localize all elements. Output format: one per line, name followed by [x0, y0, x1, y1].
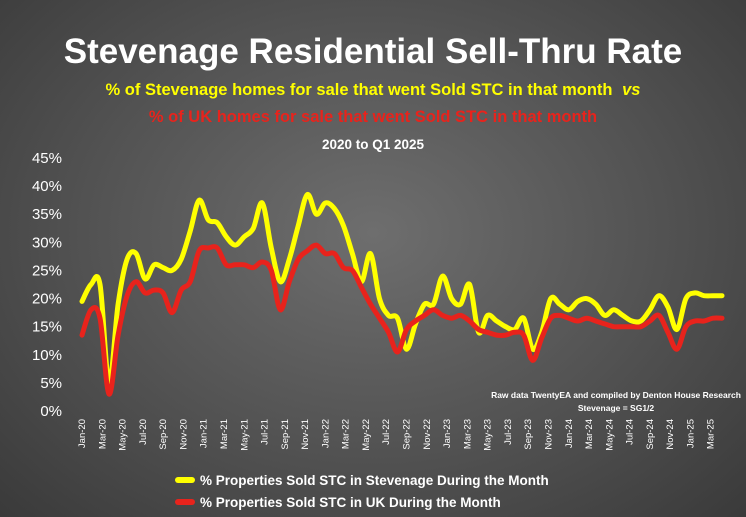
x-tick-label: Jul-23 [503, 419, 514, 445]
source-annotation: Raw data TwentyEA and compiled by Denton… [491, 390, 741, 400]
x-tick-label: Mar-21 [219, 419, 230, 449]
y-tick-label: 30% [32, 234, 62, 251]
x-tick-label: Sep-20 [158, 419, 169, 450]
x-tick-label: Sep-23 [523, 419, 534, 450]
legend-label-stevenage: % Properties Sold STC in Stevenage Durin… [200, 473, 549, 488]
chart-subtitle-line2: % of UK homes for sale that went Sold ST… [149, 108, 597, 126]
legend: % Properties Sold STC in Stevenage Durin… [175, 473, 549, 510]
x-tick-label: Sep-24 [645, 419, 656, 450]
x-tick-label: Mar-22 [341, 419, 352, 449]
chart-subtitle-line1: % of Stevenage homes for sale that went … [106, 81, 641, 99]
x-tick-label: Nov-20 [178, 419, 189, 450]
x-tick-label: May-21 [239, 419, 250, 451]
x-tick-label: Jan-21 [199, 419, 210, 448]
x-tick-label: May-22 [361, 419, 372, 451]
series-lines [79, 191, 725, 397]
subtitle-vs-text: vs [622, 81, 640, 99]
x-tick-label: Nov-23 [543, 419, 554, 450]
x-tick-label: Nov-21 [300, 419, 311, 450]
x-tick-label: Jul-20 [138, 419, 149, 445]
x-tick-label: Jul-21 [260, 419, 271, 445]
x-tick-label: Jan-23 [442, 419, 453, 448]
chart-title: Stevenage Residential Sell-Thru Rate [64, 32, 683, 71]
chart-period: 2020 to Q1 2025 [322, 137, 425, 152]
region-annotation: Stevenage = SG1/2 [578, 403, 655, 413]
series-line-uk [79, 242, 725, 397]
x-tick-label: Jul-22 [381, 419, 392, 445]
y-tick-label: 20% [32, 291, 62, 308]
subtitle-stevenage-text: % of Stevenage homes for sale that went … [106, 81, 613, 99]
x-tick-label: Jul-24 [625, 419, 636, 445]
y-tick-label: 40% [32, 178, 62, 195]
y-tick-label: 15% [32, 319, 62, 336]
y-tick-label: 35% [32, 206, 62, 223]
x-tick-label: Mar-23 [462, 419, 473, 449]
x-tick-label: Mar-20 [97, 419, 108, 449]
y-tick-label: 10% [32, 347, 62, 364]
series-line-stevenage [79, 191, 725, 386]
x-tick-label: Mar-24 [584, 419, 595, 449]
x-tick-label: Sep-22 [402, 419, 413, 450]
x-tick-label: Nov-24 [665, 419, 676, 450]
x-tick-label: Jan-22 [320, 419, 331, 448]
x-tick-label: Jan-25 [685, 419, 696, 448]
x-tick-label: May-20 [118, 419, 129, 451]
x-axis-ticks: Jan-20 Mar-20 May-20 Jul-20 Sep-20 Nov-20 Jan-… [77, 419, 717, 451]
x-tick-label: Sep-21 [280, 419, 291, 450]
x-tick-label: Jan-24 [564, 419, 575, 448]
y-axis-ticks: 0% 5% 10% 15% 20% 25% 30% 35% 40% 45% [32, 150, 62, 420]
x-tick-label: Jan-20 [77, 419, 88, 448]
y-tick-label: 25% [32, 262, 62, 279]
x-tick-label: May-23 [483, 419, 494, 451]
x-tick-label: May-24 [604, 419, 615, 451]
y-tick-label: 0% [40, 403, 62, 420]
y-tick-label: 45% [32, 150, 62, 167]
legend-label-uk: % Properties Sold STC in UK During the M… [200, 495, 501, 510]
y-tick-label: 5% [40, 375, 62, 392]
x-tick-label: Mar-25 [706, 419, 717, 449]
x-tick-label: Nov-22 [422, 419, 433, 450]
